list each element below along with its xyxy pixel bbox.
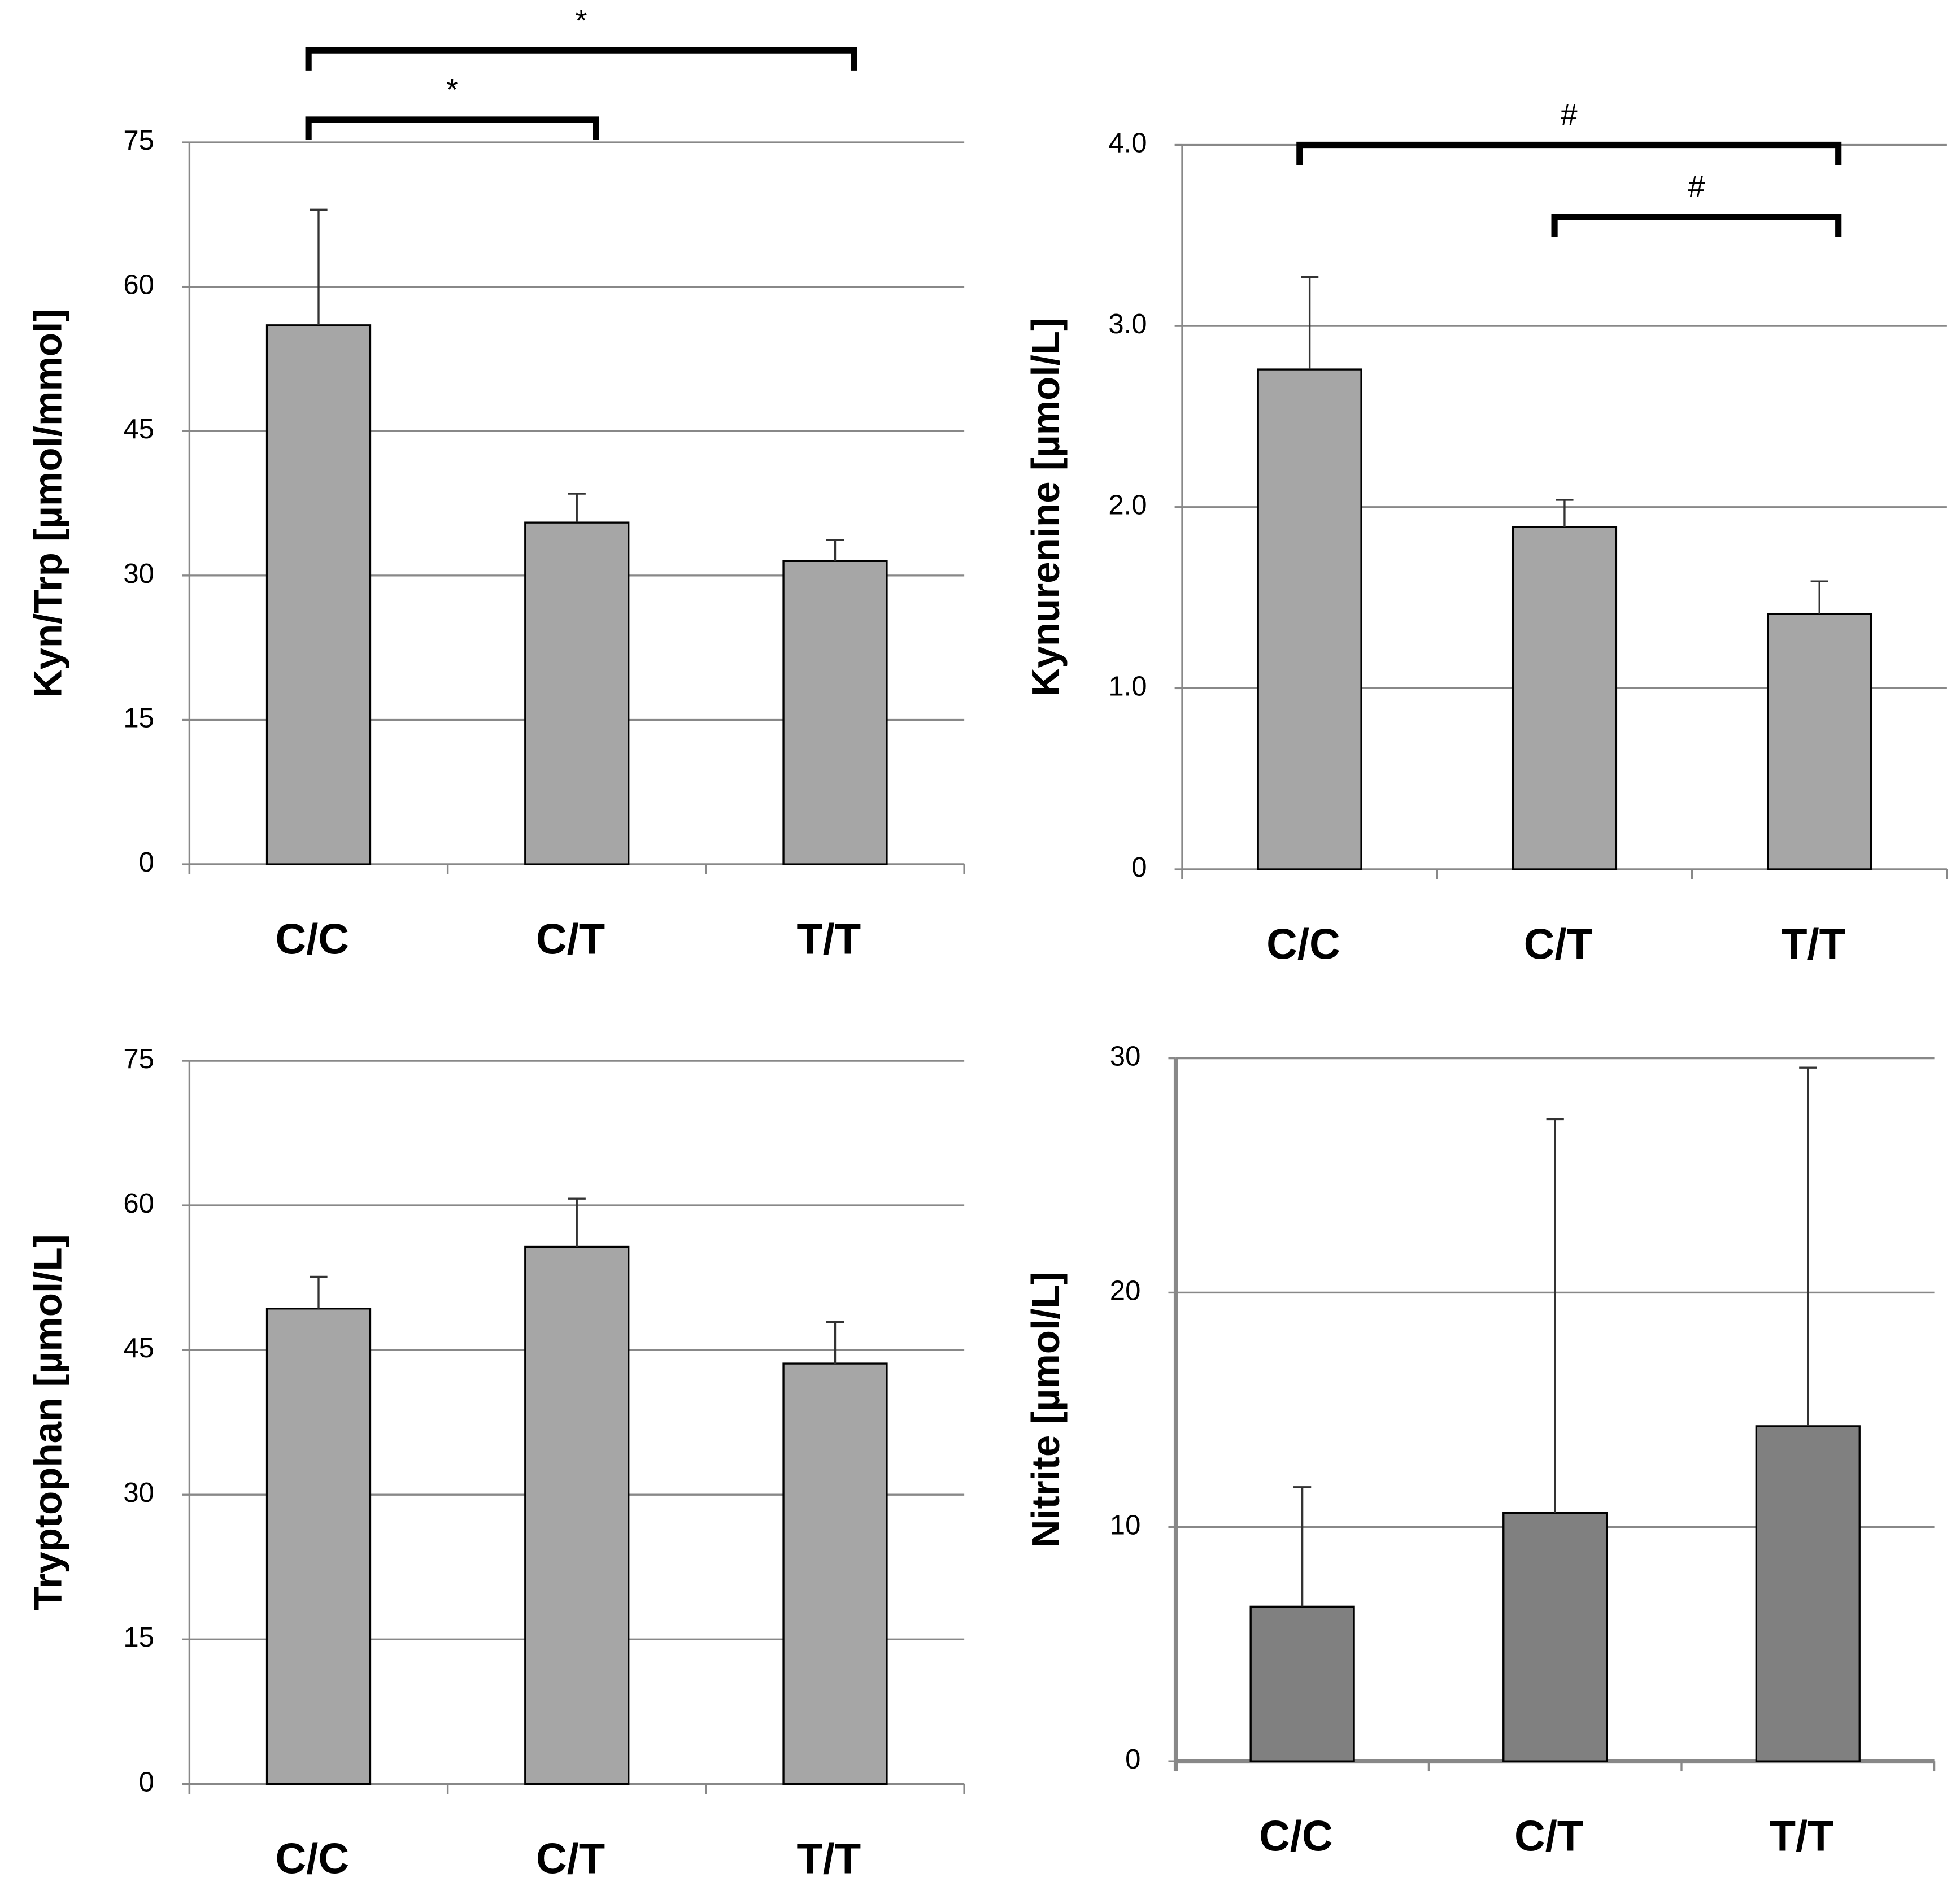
y-tick-label: 15 (123, 1622, 154, 1653)
y-axis-title: Kyn/Trp [µmol/mmol] (25, 309, 69, 698)
y-tick-label: 0 (1125, 1744, 1140, 1775)
chart-panel: 0 15 30 45 60 75 Kyn/Trp [µmol/mmol] C/C C/T T/T *… (25, 4, 965, 963)
significance-label: * (576, 4, 587, 37)
x-tick-label: C/C (276, 915, 350, 963)
x-tick-label: T/T (796, 915, 861, 963)
bar (782, 1362, 888, 1785)
x-tick-label: T/T (796, 1835, 861, 1883)
x-tick-label: C/C (276, 1835, 350, 1883)
x-tick-label: C/T (1514, 1813, 1583, 1861)
error-bar (1301, 276, 1319, 370)
y-tick-label: 30 (123, 559, 154, 589)
significance-bracket (305, 47, 857, 71)
x-tick-label: C/T (536, 915, 605, 963)
significance-label: # (1561, 99, 1578, 132)
y-tick-label: 0 (1131, 852, 1147, 883)
significance-bracket (1551, 214, 1842, 237)
y-tick-label: 60 (123, 1188, 154, 1219)
error-bar (826, 539, 844, 561)
y-tick-label: 0 (139, 1767, 154, 1797)
y-tick-label: 15 (123, 703, 154, 733)
bar (782, 560, 888, 865)
y-tick-label: 0 (139, 847, 154, 878)
y-tick-label: 75 (123, 125, 154, 156)
error-bar (568, 493, 586, 523)
y-tick-label: 20 (1110, 1275, 1141, 1306)
error-bar (1293, 1486, 1312, 1607)
y-tick-label: 3.0 (1108, 309, 1147, 339)
error-bar (310, 208, 328, 325)
significance-label: * (446, 73, 458, 107)
y-tick-label: 10 (1110, 1510, 1141, 1540)
bar (265, 324, 372, 865)
x-tick-label: C/C (1266, 920, 1340, 968)
y-tick-label: 30 (1110, 1042, 1141, 1072)
bar (265, 1308, 372, 1785)
bar (1767, 613, 1872, 870)
x-tick-label: C/T (1524, 920, 1593, 968)
y-tick-label: 30 (123, 1478, 154, 1508)
bar (1755, 1425, 1861, 1762)
x-tick-label: C/C (1259, 1813, 1333, 1861)
error-bar (1546, 1118, 1564, 1513)
y-tick-label: 45 (123, 414, 154, 445)
error-bar (826, 1321, 844, 1364)
significance-bracket (1296, 141, 1842, 165)
error-bar (310, 1275, 328, 1309)
chart-panel: 0 10 20 30 Nitrite [µmol/L] C/C C/T T/T (1023, 1042, 1936, 1861)
y-tick-label: 4.0 (1108, 128, 1147, 158)
y-axis-title: Nitrite [µmol/L] (1023, 1271, 1068, 1548)
bar (1502, 1512, 1608, 1762)
bar (1512, 526, 1618, 870)
chart-panel: 0 15 30 45 60 75 Tryptophan [µmol/L] C/C C/T T/T (25, 1044, 965, 1883)
y-axis-title: Kynurenine [µmol/L] (1023, 318, 1068, 696)
chart-panel: 0 1.0 2.0 3.0 4.0 Kynurenine [µmol/L] C/C C/T T/… (1023, 99, 1948, 968)
error-bar (1799, 1066, 1817, 1426)
y-tick-label: 60 (123, 270, 154, 300)
significance-label: # (1688, 171, 1705, 204)
y-tick-label: 45 (123, 1333, 154, 1364)
bar (524, 521, 630, 865)
y-tick-label: 75 (123, 1044, 154, 1074)
error-bar (1556, 499, 1574, 528)
bar (1249, 1605, 1355, 1762)
bar (524, 1245, 630, 1785)
significance-bracket (305, 116, 599, 140)
error-bar (568, 1197, 586, 1247)
y-axis-title: Tryptophan [µmol/L] (25, 1234, 69, 1610)
y-tick-label: 2.0 (1108, 490, 1147, 521)
bar (1257, 368, 1362, 870)
error-bar (1810, 580, 1828, 614)
x-tick-label: T/T (1781, 920, 1845, 968)
x-tick-label: C/T (536, 1835, 605, 1883)
y-tick-label: 1.0 (1108, 671, 1147, 702)
x-tick-label: T/T (1770, 1813, 1834, 1861)
